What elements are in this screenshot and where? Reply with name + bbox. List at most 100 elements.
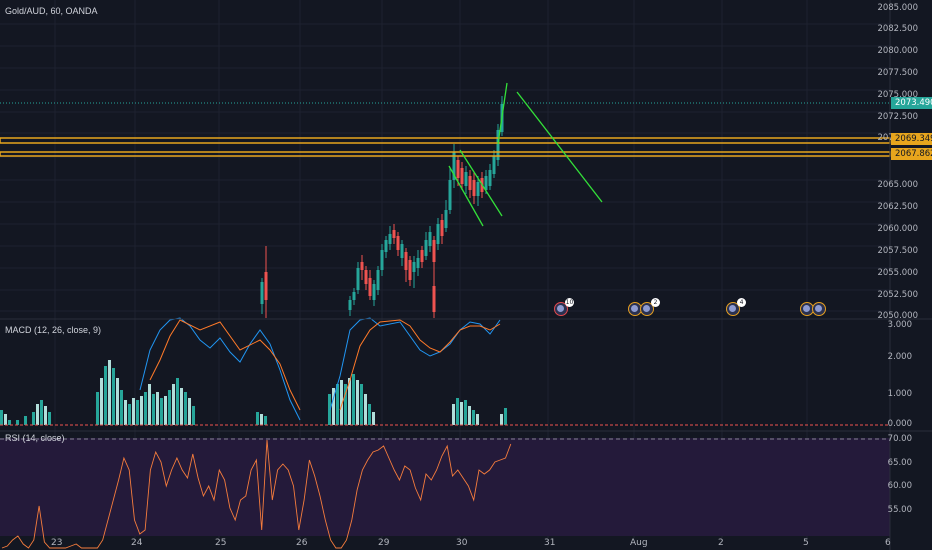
macd-bar <box>500 414 503 425</box>
macd-bar <box>192 406 195 425</box>
horizontal-levels[interactable] <box>0 102 891 157</box>
candle-body <box>264 272 268 300</box>
economic-event-icon[interactable]: 4 <box>726 298 746 316</box>
macd-bar <box>112 368 115 425</box>
globe-icon <box>643 305 650 312</box>
last-price-badge: 2073.490 <box>891 97 932 109</box>
candlestick-series <box>260 96 504 318</box>
candle-body <box>460 168 464 184</box>
globe-icon <box>803 305 810 312</box>
candle-body <box>432 286 436 312</box>
macd-bar <box>364 394 367 425</box>
macd-tick: 3.000 <box>887 320 912 330</box>
candle-body <box>484 176 488 190</box>
candle-body <box>416 258 420 268</box>
macd-bar <box>104 366 107 425</box>
macd-tick: 0.000 <box>887 419 912 429</box>
candle-body <box>368 278 372 296</box>
globe-icon <box>631 305 638 312</box>
macd-bar <box>184 392 187 425</box>
candle-body <box>456 160 460 178</box>
candle-body <box>476 182 480 196</box>
economic-event-icon[interactable]: 10 <box>554 298 574 316</box>
macd-bar <box>0 410 3 425</box>
macd-bar <box>336 384 339 425</box>
rsi-band <box>0 438 890 536</box>
time-tick: 23 <box>51 538 63 548</box>
level-line-2[interactable] <box>0 151 891 157</box>
level-badge-2: 2067.862 <box>891 148 932 160</box>
rsi-line <box>1 439 512 549</box>
rsi-pane <box>0 438 890 549</box>
economic-event-icon[interactable] <box>812 302 826 316</box>
price-tick: 2085.000 <box>877 3 918 13</box>
candle-body <box>388 234 392 244</box>
macd-bar <box>372 412 375 425</box>
macd-label[interactable]: MACD (12, 26, close, 9) <box>5 325 102 335</box>
macd-bar <box>16 420 19 425</box>
time-tick: 25 <box>215 538 227 548</box>
macd-bar <box>40 400 43 425</box>
globe-icon <box>729 305 736 312</box>
globe-icon <box>815 305 822 312</box>
macd-bar <box>260 414 263 425</box>
economic-event-icon[interactable] <box>800 302 814 316</box>
candle-body <box>396 236 400 250</box>
symbol-title[interactable]: Gold/AUD, 60, OANDA <box>5 6 98 16</box>
candle-body <box>356 268 360 290</box>
macd-bar <box>168 390 171 425</box>
macd-bar <box>8 420 11 425</box>
macd-bar <box>128 404 131 425</box>
candle-body <box>440 220 444 236</box>
candle-body <box>412 262 416 272</box>
macd-bar <box>36 404 39 425</box>
time-tick: 24 <box>131 538 143 548</box>
candle-body <box>380 250 384 270</box>
trendlines[interactable] <box>448 82 603 227</box>
level-line-1[interactable] <box>0 137 891 144</box>
candle-body <box>424 240 428 256</box>
macd-bar <box>132 398 135 425</box>
rsi-tick: 60.00 <box>887 481 912 491</box>
price-tick: 2052.500 <box>877 290 918 300</box>
rsi-tick: 65.00 <box>887 458 912 468</box>
candle-body <box>432 240 436 262</box>
macd-bar <box>44 406 47 425</box>
trendline[interactable] <box>459 149 503 217</box>
macd-bar <box>24 416 27 425</box>
level-badge-1: 2069.349 <box>891 133 932 145</box>
macd-bar <box>332 388 335 425</box>
time-tick: 29 <box>378 538 390 548</box>
signal-line <box>339 319 501 411</box>
macd-bar <box>136 400 139 425</box>
macd-bar <box>360 384 363 425</box>
candle-body <box>436 224 440 244</box>
macd-bar <box>180 388 183 425</box>
price-tick: 2060.000 <box>877 224 918 234</box>
event-count-badge: 10 <box>565 298 574 307</box>
candle-body <box>384 240 388 252</box>
trendline[interactable] <box>448 165 484 227</box>
macd-line <box>139 317 301 421</box>
macd-bar <box>172 384 175 425</box>
candle-body <box>448 180 452 210</box>
candle-body <box>496 130 500 160</box>
macd-pane <box>0 317 890 426</box>
price-tick: 2057.500 <box>877 246 918 256</box>
rsi-tick: 70.00 <box>887 434 912 444</box>
price-tick: 2077.500 <box>877 68 918 78</box>
trendline[interactable] <box>516 91 603 203</box>
economic-event-icon[interactable]: 2 <box>640 298 660 316</box>
macd-bar <box>468 406 471 425</box>
time-tick: Aug <box>630 538 648 548</box>
macd-bar <box>156 392 159 425</box>
macd-line <box>329 317 501 411</box>
rsi-label[interactable]: RSI (14, close) <box>5 433 65 443</box>
trendline[interactable] <box>497 82 508 145</box>
candle-body <box>452 152 456 180</box>
candle-body <box>492 156 496 174</box>
price-tick: 2075.000 <box>877 90 918 100</box>
event-count-badge: 4 <box>737 298 746 307</box>
candle-body <box>408 260 412 280</box>
